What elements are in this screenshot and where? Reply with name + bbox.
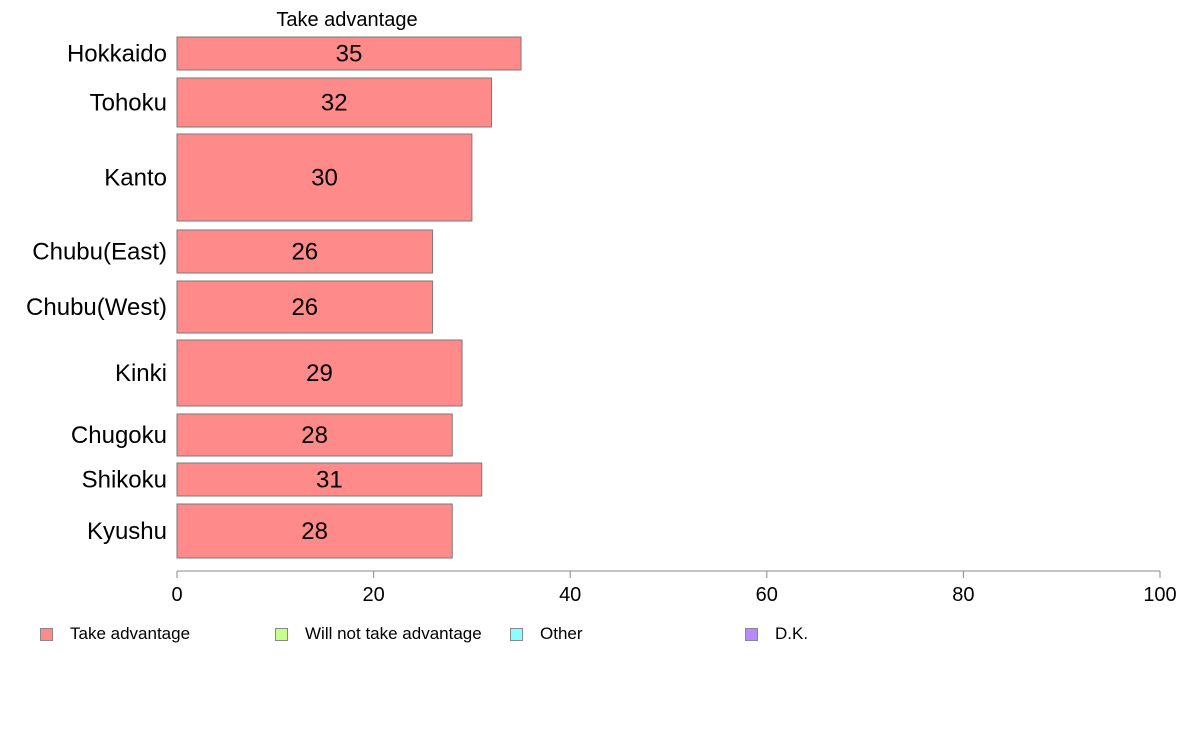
bar-value-label: 26 xyxy=(291,239,318,266)
category-label: Chubu(West) xyxy=(26,294,167,321)
legend-swatch xyxy=(40,627,53,641)
bar-value-label: 31 xyxy=(316,467,343,494)
bar-chubu-east xyxy=(176,229,434,274)
bar-value-label: 30 xyxy=(311,165,338,192)
bar-kyushu xyxy=(176,503,453,559)
legend-label: Will not take advantage xyxy=(305,624,482,643)
x-tick-label: 60 xyxy=(756,584,778,606)
x-tick-label: 0 xyxy=(171,584,182,606)
legend-swatch xyxy=(745,627,758,641)
legend-label: D.K. xyxy=(775,624,809,643)
legend-item-dk: D.K. xyxy=(745,624,808,644)
legend-swatch xyxy=(275,627,288,641)
bar-tohoku xyxy=(176,77,493,128)
bar-chubu-west xyxy=(176,280,434,334)
category-label: Kinki xyxy=(115,360,167,387)
x-tick-label: 20 xyxy=(362,584,384,606)
legend-item-other: Other xyxy=(510,624,583,644)
category-label: Hokkaido xyxy=(67,41,167,68)
bars-layer: 35 Hokkaido 32 Tohoku 30 Kanto 26 Chubu(East) 26… xyxy=(26,36,522,559)
bar-value-label: 32 xyxy=(321,90,348,117)
legend-item-take-advantage: Take advantage xyxy=(40,624,190,644)
x-tick-label: 100 xyxy=(1143,584,1176,606)
legend-swatch xyxy=(510,627,523,641)
category-label: Tohoku xyxy=(90,90,167,117)
bar-value-label: 29 xyxy=(306,360,333,387)
category-label: Shikoku xyxy=(82,467,167,494)
chart-title: Take advantage xyxy=(276,9,417,31)
category-label: Kanto xyxy=(104,165,167,192)
x-tick-label: 80 xyxy=(952,584,974,606)
bar-kanto xyxy=(176,133,473,222)
legend-label: Take advantage xyxy=(70,624,191,643)
category-label: Chugoku xyxy=(71,422,167,449)
bar-chugoku xyxy=(176,413,453,457)
legend-item-will-not-take-advantage: Will not take advantage xyxy=(275,624,482,644)
bar-hokkaido xyxy=(176,36,522,71)
category-label: Chubu(East) xyxy=(32,239,167,266)
bar-shikoku xyxy=(176,462,483,497)
bar-value-label: 28 xyxy=(301,518,328,545)
x-tick-label: 40 xyxy=(559,584,581,606)
x-axis: 0 20 40 60 80 100 xyxy=(171,570,1177,606)
legend: Take advantage Will not take advantage O… xyxy=(0,624,1188,644)
bar-value-label: 26 xyxy=(291,294,318,321)
bar-value-label: 35 xyxy=(336,41,363,68)
bar-value-label: 28 xyxy=(301,422,328,449)
bar-kinki xyxy=(176,339,463,407)
legend-label: Other xyxy=(540,624,583,643)
category-label: Kyushu xyxy=(87,518,167,545)
